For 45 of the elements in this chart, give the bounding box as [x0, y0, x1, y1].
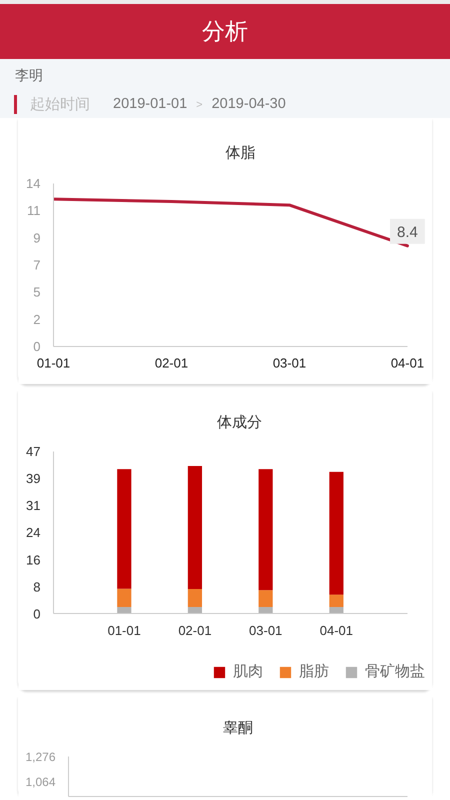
y-tick-label: 16 — [26, 552, 41, 568]
chart-title: 睾酮 — [223, 720, 253, 736]
x-tick-label: 03-01 — [249, 622, 282, 638]
bar — [258, 469, 273, 590]
x-tick-label: 01-01 — [108, 622, 141, 638]
text: 2019-04-30 — [212, 96, 286, 112]
text: 2019-01-01 — [113, 96, 188, 112]
y-tick-label: 0 — [33, 339, 41, 354]
y-tick-label: 9 — [33, 230, 41, 246]
y-tick-label: 31 — [26, 498, 41, 514]
bar — [188, 466, 202, 590]
y-tick-label: 1,064 — [25, 775, 56, 790]
x-tick-label: 02-01 — [154, 356, 188, 370]
bar — [329, 594, 344, 608]
text: > — [196, 99, 203, 111]
legend-label: 肌肉 — [233, 662, 263, 681]
bar — [117, 588, 132, 608]
x-tick-label: 03-01 — [272, 356, 306, 370]
text: 分析 — [0, 4, 450, 59]
chart-title: 体脂 — [226, 144, 256, 162]
y-tick-label: 2 — [33, 312, 41, 327]
y-tick-label: 0 — [33, 606, 41, 622]
y-tick-label: 14 — [26, 176, 41, 191]
legend-label: 脂肪 — [299, 662, 329, 681]
chart-title: 体成分 — [217, 414, 262, 431]
y-tick-label: 39 — [26, 471, 41, 486]
text: 起始时间 — [30, 95, 90, 114]
y-tick-label: 11 — [27, 203, 41, 218]
bar — [329, 472, 344, 595]
text: 李明 — [15, 66, 43, 84]
x-tick-label: 02-01 — [178, 622, 212, 638]
bar — [258, 590, 273, 608]
y-tick-label: 7 — [33, 258, 41, 272]
y-tick-label: 8 — [33, 579, 41, 594]
x-tick-label: 04-01 — [320, 622, 354, 638]
y-tick-label: 5 — [33, 284, 41, 300]
legend-label: 骨矿物盐 — [365, 662, 425, 681]
x-tick-label: 04-01 — [390, 356, 424, 370]
y-tick-label: 1,276 — [25, 750, 56, 764]
y-tick-label: 24 — [26, 525, 41, 540]
bar — [117, 469, 132, 589]
x-tick-label: 01-01 — [36, 356, 70, 370]
bar — [188, 589, 202, 608]
y-tick-label: 47 — [26, 444, 41, 459]
data-label: 8.4 — [397, 224, 418, 241]
